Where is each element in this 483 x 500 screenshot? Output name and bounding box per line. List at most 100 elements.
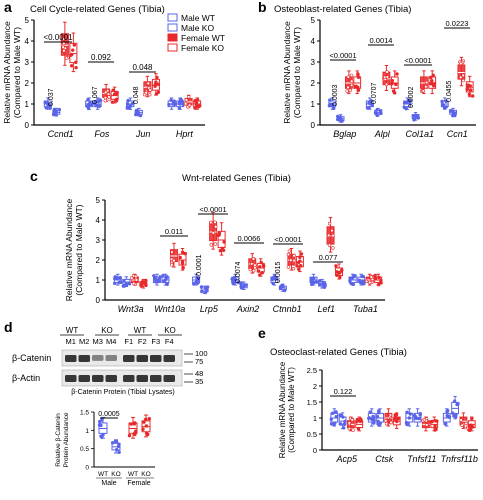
data-point bbox=[69, 53, 73, 57]
data-point bbox=[279, 286, 283, 291]
data-point bbox=[444, 99, 448, 103]
data-point bbox=[289, 258, 293, 262]
data-point bbox=[134, 278, 139, 282]
blot-band bbox=[123, 355, 135, 362]
data-point bbox=[117, 280, 121, 285]
blot-band bbox=[163, 355, 175, 362]
data-point bbox=[107, 97, 111, 102]
x-tick-label: Wnt3a bbox=[118, 304, 144, 314]
data-point bbox=[69, 64, 74, 68]
data-point bbox=[377, 409, 381, 413]
data-point bbox=[368, 410, 372, 414]
data-point bbox=[341, 415, 345, 419]
data-point bbox=[144, 91, 148, 95]
data-point bbox=[110, 441, 115, 445]
data-point bbox=[468, 88, 473, 92]
data-point bbox=[445, 413, 449, 418]
data-point bbox=[466, 83, 470, 87]
data-point bbox=[183, 251, 188, 256]
data-point bbox=[385, 75, 390, 79]
data-point bbox=[299, 252, 304, 256]
data-point bbox=[331, 246, 335, 250]
panel-e-annotations: 0.122 bbox=[330, 387, 356, 397]
data-point bbox=[460, 423, 464, 428]
data-point bbox=[470, 94, 475, 98]
data-point bbox=[286, 265, 291, 269]
data-point bbox=[127, 433, 132, 438]
data-point bbox=[346, 85, 350, 90]
y-tick-label: 4 bbox=[311, 37, 316, 46]
x-tick-label: WT bbox=[98, 471, 108, 478]
data-point bbox=[115, 97, 119, 102]
data-point bbox=[134, 429, 138, 433]
x-tick-label: Axin2 bbox=[236, 304, 260, 314]
p-value-label: <0.0001 bbox=[404, 56, 431, 65]
data-point bbox=[432, 82, 437, 86]
data-point bbox=[184, 98, 189, 102]
data-point bbox=[138, 113, 143, 118]
legend-swatch bbox=[167, 13, 178, 22]
x-tick-label: Lef1 bbox=[318, 304, 336, 314]
p-value-label: 0.0015 bbox=[275, 261, 282, 283]
data-point bbox=[118, 275, 122, 280]
blot-band bbox=[163, 375, 175, 382]
data-point bbox=[382, 75, 387, 79]
data-point bbox=[99, 423, 103, 428]
data-point bbox=[329, 422, 334, 426]
data-point bbox=[350, 79, 354, 83]
data-point bbox=[155, 75, 159, 80]
data-point bbox=[350, 276, 355, 280]
data-point bbox=[413, 416, 417, 420]
data-point bbox=[317, 279, 322, 283]
y-tick-label: 2 bbox=[311, 79, 316, 88]
x-tick-label: Ccnd1 bbox=[48, 129, 74, 139]
data-point bbox=[454, 415, 458, 419]
x-tick-label: Tuba1 bbox=[353, 304, 378, 314]
blot-band bbox=[78, 355, 90, 362]
p-value-label: 0.011 bbox=[165, 227, 183, 236]
y-tick-label: 0 bbox=[313, 446, 317, 455]
data-point bbox=[113, 276, 117, 281]
data-point bbox=[459, 61, 463, 66]
p-value-label: 0.048 bbox=[133, 86, 140, 104]
data-point bbox=[62, 49, 66, 53]
data-point bbox=[463, 424, 468, 428]
data-point bbox=[140, 280, 145, 284]
p-value-label: 0.0014 bbox=[370, 36, 393, 45]
y-tick-label: 2 bbox=[25, 79, 30, 88]
data-point bbox=[126, 98, 130, 103]
data-point bbox=[98, 419, 102, 424]
data-point bbox=[256, 269, 261, 273]
data-point bbox=[321, 280, 325, 285]
data-point bbox=[348, 278, 352, 283]
y-axis-label: (Compared to Male WT) bbox=[292, 27, 302, 118]
panel-c: 0 1 2 3 4 5 Wnt-related Genes (Tibia) Relative … bbox=[64, 173, 385, 314]
data-point bbox=[342, 422, 347, 426]
panel-letter: a bbox=[4, 0, 12, 15]
y-tick-label: 0.5 bbox=[80, 446, 89, 453]
blot-marker: 35 bbox=[195, 377, 203, 386]
panel-letter: c bbox=[30, 168, 38, 184]
x-tick-label: Tnfrsf11b bbox=[441, 454, 478, 464]
data-point bbox=[349, 73, 354, 78]
data-point bbox=[405, 421, 410, 426]
p-value-label: 0.0002 bbox=[408, 86, 415, 108]
x-tick-label: Fos bbox=[94, 129, 110, 139]
blot-band bbox=[65, 355, 77, 362]
blot-lane-label: F4 bbox=[165, 337, 174, 346]
blot-band bbox=[105, 355, 117, 361]
data-point bbox=[253, 266, 257, 270]
y-tick-label: 2.5 bbox=[307, 366, 317, 375]
data-point bbox=[104, 90, 108, 94]
data-point bbox=[282, 288, 287, 293]
data-point bbox=[211, 231, 216, 235]
data-point bbox=[391, 89, 396, 93]
data-point bbox=[429, 81, 433, 86]
data-point bbox=[343, 419, 347, 424]
y-axis-label: Relative mRNA Abundance bbox=[278, 361, 287, 458]
data-point bbox=[349, 281, 353, 286]
data-point bbox=[111, 88, 115, 92]
data-point bbox=[373, 276, 378, 281]
data-point bbox=[447, 415, 452, 419]
